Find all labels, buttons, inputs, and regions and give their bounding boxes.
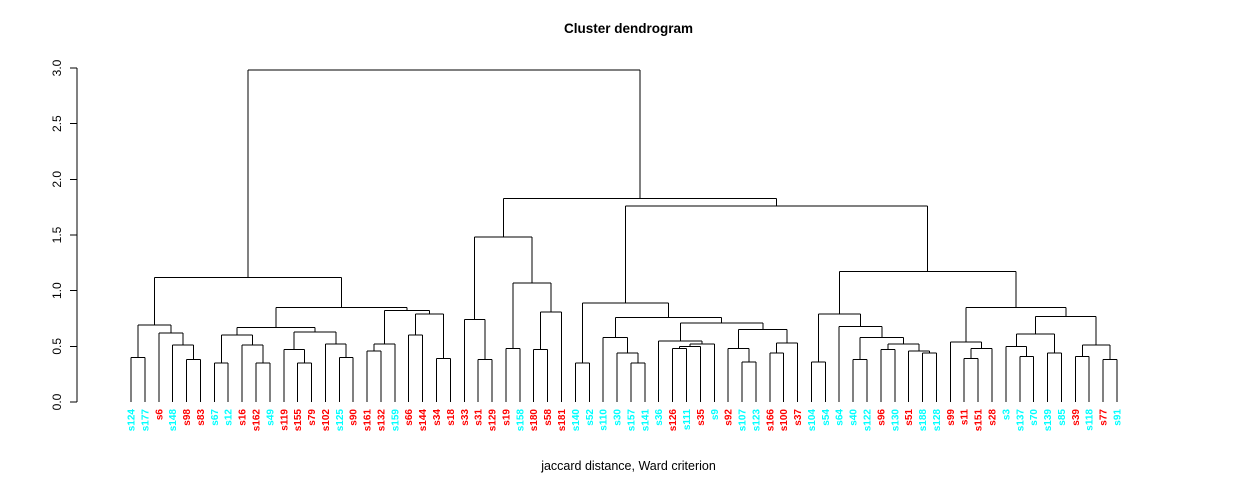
leaf-label-s9: s9: [710, 409, 721, 421]
leaf-label-s18: s18: [446, 409, 457, 426]
leaf-label-s128: s128: [932, 409, 943, 432]
leaf-label-s144: s144: [418, 409, 429, 432]
leaf-label-s3: s3: [1001, 409, 1012, 421]
leaf-label-s39: s39: [1071, 409, 1082, 426]
leaf-label-s99: s99: [946, 409, 957, 426]
leaf-label-s58: s58: [543, 409, 554, 426]
leaf-label-s34: s34: [432, 409, 443, 426]
leaf-label-s90: s90: [349, 409, 360, 426]
y-axis-tick-label: 1.5: [50, 226, 64, 243]
leaf-label-s151: s151: [974, 409, 985, 432]
dendrogram-links: [130, 69, 1118, 402]
leaf-label-s28: s28: [987, 409, 998, 426]
leaf-label-s158: s158: [515, 409, 526, 432]
y-axis-tick-label: 3.0: [50, 59, 64, 76]
leaf-label-s19: s19: [501, 409, 512, 426]
leaf-label-s104: s104: [807, 409, 818, 432]
leaf-label-s141: s141: [640, 409, 651, 432]
leaf-label-s83: s83: [196, 409, 207, 426]
leaf-label-s180: s180: [529, 409, 540, 432]
leaf-label-s64: s64: [835, 409, 846, 426]
leaf-label-s70: s70: [1029, 409, 1040, 426]
leaf-label-s162: s162: [251, 409, 262, 432]
leaf-label-s139: s139: [1043, 409, 1054, 432]
leaf-label-s157: s157: [626, 409, 637, 432]
leaf-label-s79: s79: [307, 409, 318, 426]
chart-title: Cluster dendrogram: [563, 21, 694, 36]
leaf-label-s37: s37: [793, 409, 804, 426]
leaf-label-s122: s122: [863, 409, 874, 432]
leaf-label-s16: s16: [238, 409, 249, 426]
leaf-label-s155: s155: [293, 409, 304, 432]
leaf-label-s49: s49: [265, 409, 276, 426]
leaf-label-s51: s51: [904, 409, 915, 426]
leaf-label-s96: s96: [876, 409, 887, 426]
leaf-label-s137: s137: [1015, 409, 1026, 432]
leaf-label-s12: s12: [224, 409, 235, 426]
leaf-label-s119: s119: [279, 409, 290, 431]
leaf-label-s181: s181: [557, 409, 568, 432]
leaf-label-s102: s102: [321, 409, 332, 432]
leaf-label-s91: s91: [1112, 409, 1123, 426]
y-axis-tick-label: 0.0: [50, 393, 64, 410]
leaf-label-s159: s159: [390, 409, 401, 432]
y-axis-tick-label: 0.5: [50, 338, 64, 355]
leaf-label-s129: s129: [488, 409, 499, 432]
leaf-label-s126: s126: [668, 409, 679, 432]
leaf-label-s110: s110: [599, 409, 610, 431]
leaf-label-s188: s188: [918, 409, 929, 432]
leaf-label-s148: s148: [168, 409, 179, 432]
leaf-label-s166: s166: [765, 409, 776, 432]
leaf-label-s161: s161: [363, 409, 374, 432]
leaf-label-s107: s107: [738, 409, 749, 432]
leaf-label-s132: s132: [376, 409, 387, 432]
leaf-label-s6: s6: [154, 409, 165, 421]
leaf-label-s92: s92: [724, 409, 735, 426]
leaf-label-s66: s66: [404, 409, 415, 426]
leaf-label-s140: s140: [571, 409, 582, 432]
leaf-label-s52: s52: [585, 409, 596, 426]
leaf-label-s67: s67: [210, 409, 221, 426]
leaf-label-s40: s40: [849, 409, 860, 426]
leaf-label-s36: s36: [654, 409, 665, 426]
leaf-label-s11: s11: [960, 409, 971, 426]
y-axis-tick-label: 2.5: [50, 115, 64, 132]
leaf-label-s98: s98: [182, 409, 193, 426]
leaf-label-s130: s130: [890, 409, 901, 432]
y-axis-tick-label: 2.0: [50, 171, 64, 188]
leaf-label-s33: s33: [460, 409, 471, 426]
chart-caption: jaccard distance, Ward criterion: [541, 459, 716, 473]
leaf-label-s123: s123: [751, 409, 762, 432]
leaf-label-s124: s124: [127, 409, 138, 432]
leaf-label-s30: s30: [613, 409, 624, 426]
leaf-label-s111: s111: [682, 409, 693, 431]
leaf-label-s35: s35: [696, 409, 707, 426]
leaf-label-s125: s125: [335, 409, 346, 432]
leaf-label-s118: s118: [1085, 409, 1096, 431]
leaf-label-s177: s177: [140, 409, 151, 432]
leaf-label-s100: s100: [779, 409, 790, 432]
leaf-label-s85: s85: [1057, 409, 1068, 426]
leaf-label-s77: s77: [1099, 409, 1110, 426]
y-axis-tick-label: 1.0: [50, 282, 64, 299]
leaf-label-s54: s54: [821, 409, 832, 426]
y-axis: 0.0 0.5 1.0 1.5 2.0 2.5 3.0: [50, 59, 78, 410]
leaf-label-s31: s31: [474, 409, 485, 426]
